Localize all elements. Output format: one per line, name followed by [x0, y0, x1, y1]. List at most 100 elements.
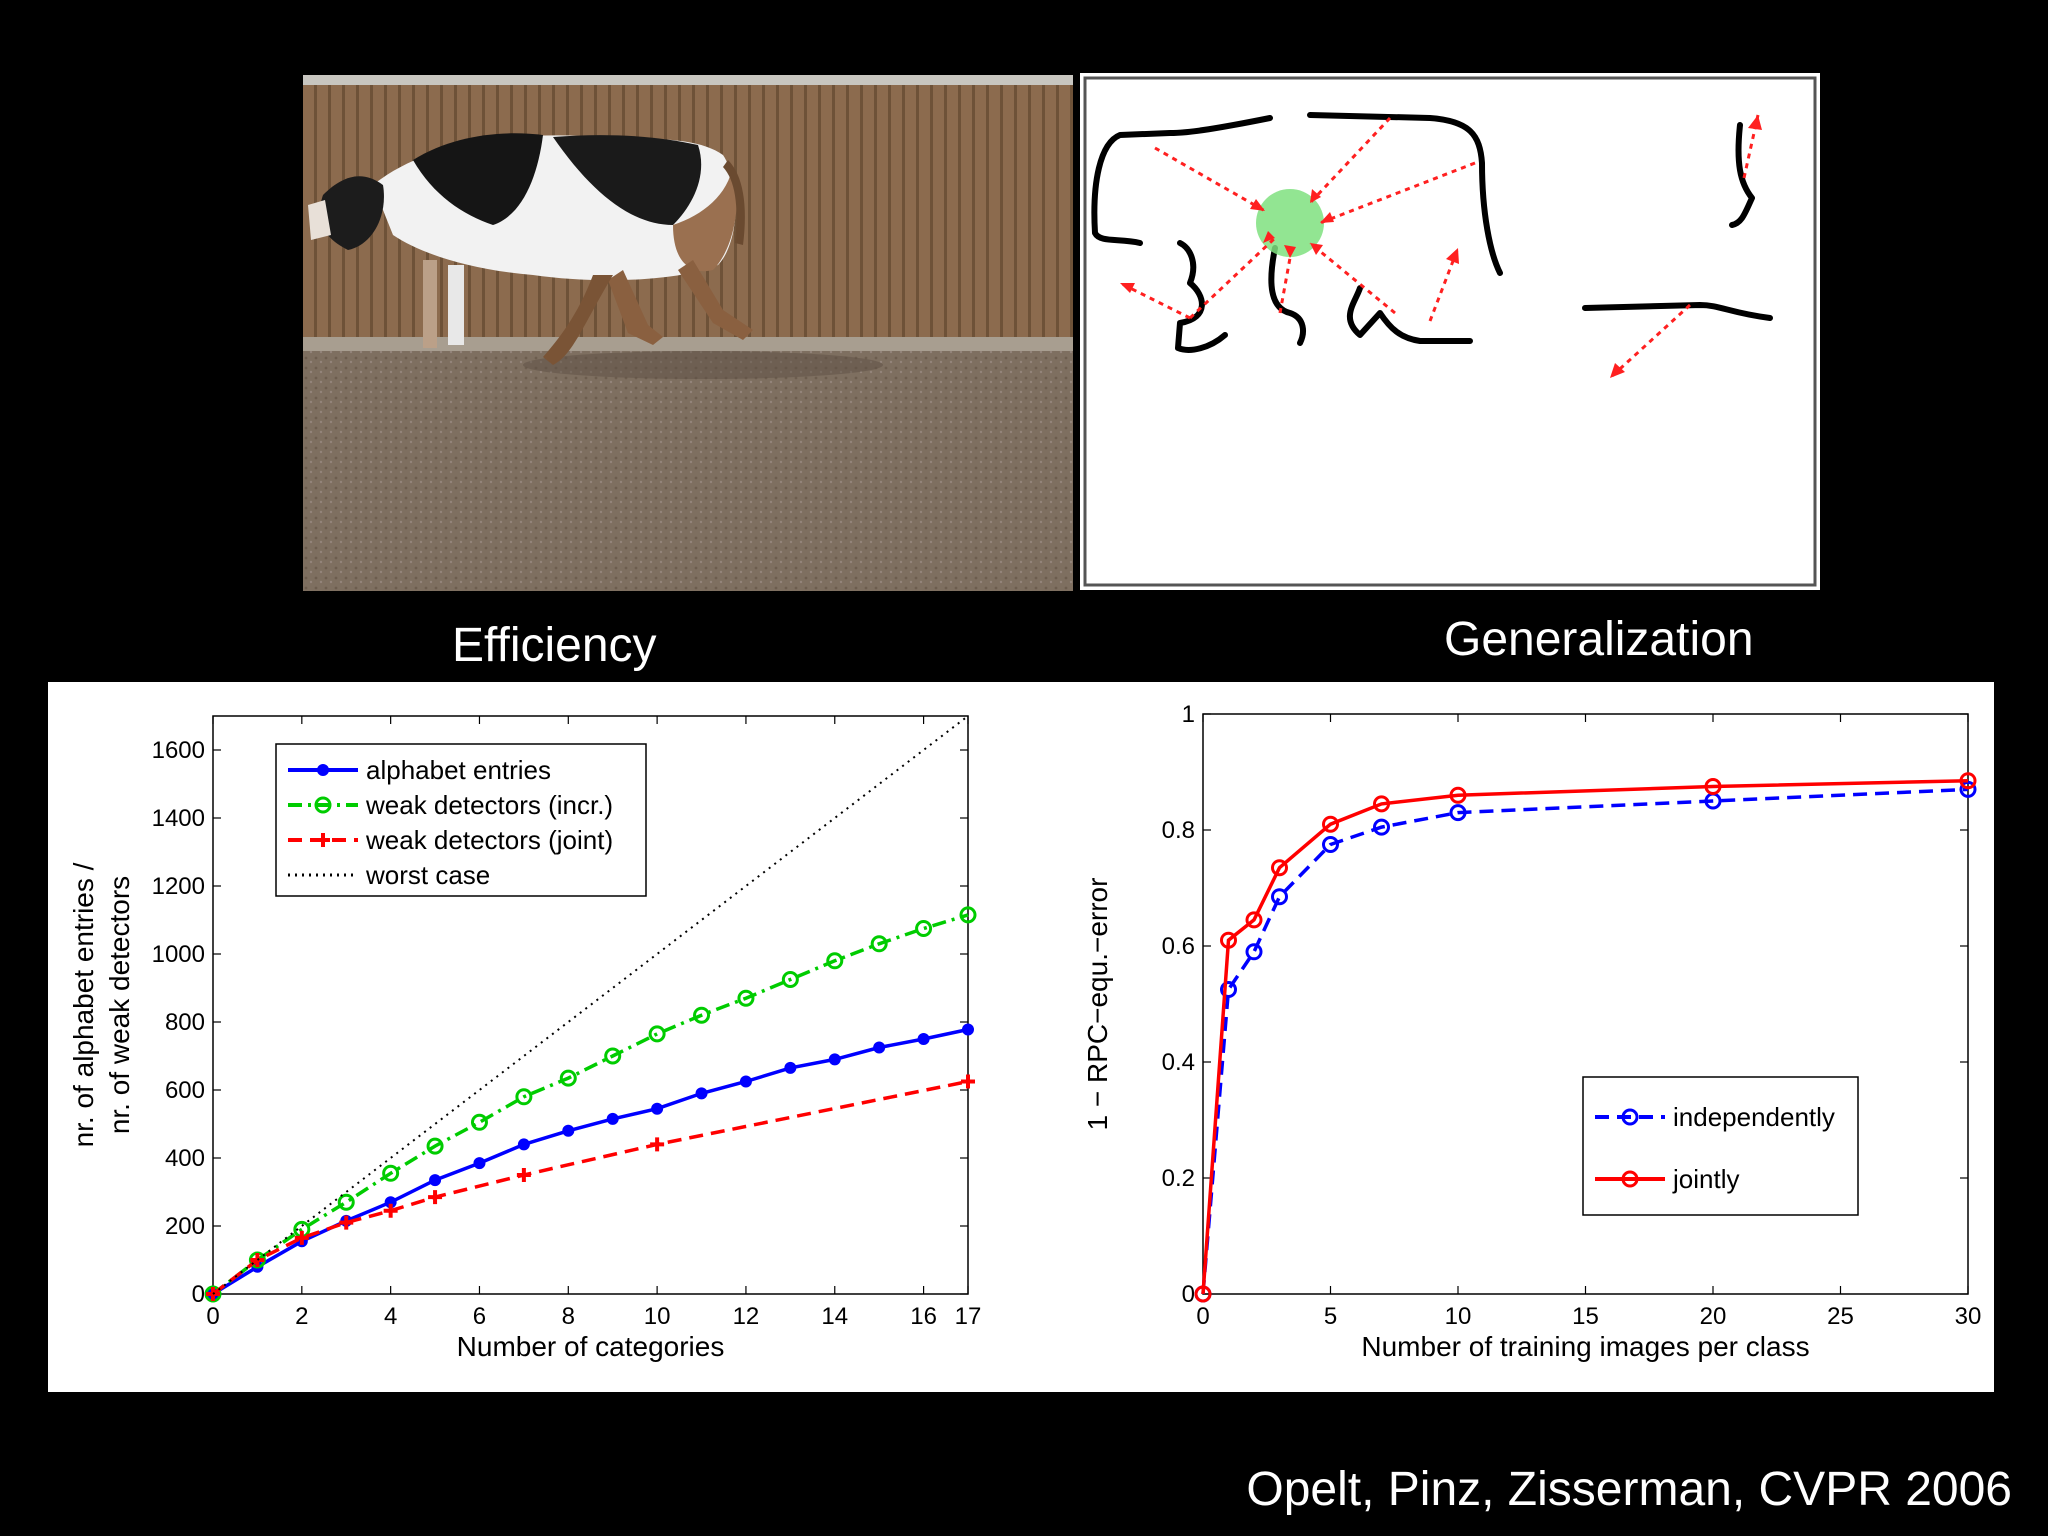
- y-tick-label: 0: [1182, 1281, 1195, 1308]
- y-tick-label: 600: [165, 1077, 205, 1104]
- series-1: [204, 906, 977, 1303]
- data-point: [1373, 818, 1390, 836]
- data-point: [1704, 778, 1722, 795]
- y-axis-label: 1 − RPC−equ.−error: [1082, 878, 1113, 1131]
- data-point: [429, 1174, 442, 1187]
- data-point: [294, 1230, 309, 1245]
- caption-generalization: Generalization: [1444, 613, 1754, 666]
- data-point: [962, 1023, 974, 1036]
- legend-entry: weak detectors (incr.): [365, 790, 613, 820]
- legend-entry: independently: [1673, 1102, 1835, 1132]
- x-tick-label: 5: [1324, 1303, 1337, 1330]
- data-point: [382, 1164, 400, 1182]
- data-point: [250, 1253, 265, 1267]
- legend: alphabet entries weak detectors (incr.) we…: [275, 743, 647, 897]
- data-point: [784, 1061, 797, 1074]
- x-tick-label: 2: [295, 1303, 308, 1330]
- vote-arrowheads: [1120, 115, 1762, 378]
- x-tick-label: 10: [644, 1303, 671, 1330]
- legend-entry: jointly: [1672, 1164, 1739, 1194]
- y-tick-label: 200: [165, 1213, 205, 1240]
- series-2: [206, 1074, 975, 1301]
- y-tick-label: 400: [165, 1145, 205, 1172]
- series-3: [212, 715, 969, 1295]
- y-axis-label: nr. of alphabet entries /: [68, 862, 99, 1147]
- legend-marker: [1621, 1108, 1639, 1126]
- data-point: [1220, 981, 1237, 998]
- gravel-ground: [303, 351, 1073, 591]
- charts-svg: 0 2 4 6 8 10 12 14 16 170200400600800100012001400…: [68, 701, 1981, 1362]
- generalization-chart: 0 5 10 15 20 25 30 0 0.2 0.4 0.6 0.8 1 Number of trai…: [1082, 701, 1981, 1362]
- data-point: [559, 1069, 577, 1087]
- cow-photo-illustration: [303, 75, 1073, 591]
- data-point: [1220, 931, 1237, 949]
- data-point: [1373, 795, 1390, 813]
- data-point: [873, 1041, 886, 1054]
- data-point: [1271, 859, 1288, 877]
- legend-marker: [317, 764, 329, 776]
- y-tick-label: 1000: [152, 941, 205, 968]
- series-line: [212, 715, 969, 1295]
- x-tick-label: 30: [1955, 1303, 1982, 1330]
- x-tick-label: 15: [1572, 1303, 1599, 1330]
- data-point: [562, 1124, 575, 1137]
- x-tick-label: 25: [1827, 1303, 1854, 1330]
- y-tick-label: 0.8: [1162, 817, 1195, 844]
- y-tick-label: 1600: [152, 737, 205, 764]
- series-line: [1201, 787, 1969, 1295]
- data-point: [337, 1193, 355, 1211]
- legend-entry: weak detectors (joint): [365, 825, 613, 855]
- series-line: [1201, 778, 1969, 1295]
- data-point: [648, 1025, 666, 1043]
- data-point: [517, 1138, 530, 1151]
- y-tick-label: 1400: [152, 805, 205, 832]
- data-point: [383, 1203, 398, 1218]
- y-tick-label: 0: [192, 1281, 205, 1308]
- y-axis-label: nr. of weak detectors: [104, 876, 135, 1134]
- legend-box: [1582, 1076, 1859, 1216]
- cow-sketch-voting-diagram: [1080, 73, 1820, 590]
- legend-marker: [316, 833, 330, 847]
- data-point: [959, 906, 977, 924]
- sketch-illustration: [1083, 76, 1817, 587]
- y-tick-label: 800: [165, 1009, 205, 1036]
- data-point: [426, 1137, 444, 1155]
- y-tick-label: 1200: [152, 873, 205, 900]
- data-point: [606, 1112, 619, 1125]
- data-point: [828, 1053, 841, 1066]
- data-point: [1245, 943, 1263, 961]
- data-point: [739, 1075, 752, 1088]
- x-axis-label: Number of training images per class: [1361, 1331, 1809, 1362]
- data-point: [961, 1074, 975, 1089]
- legend-marker: [314, 796, 332, 814]
- legend-entry: alphabet entries: [366, 755, 551, 785]
- x-tick-label: 14: [821, 1303, 848, 1330]
- legend-entry: worst case: [365, 860, 490, 890]
- x-tick-label: 16: [910, 1303, 937, 1330]
- data-point: [1271, 888, 1288, 906]
- data-point: [693, 1006, 711, 1024]
- data-point: [604, 1047, 622, 1065]
- cow-photograph: [303, 75, 1073, 591]
- contour-fragments: [1091, 112, 1773, 353]
- y-tick-label: 0.2: [1162, 1165, 1195, 1192]
- data-point: [1449, 804, 1467, 822]
- y-tick-label: 0.4: [1162, 1049, 1195, 1076]
- x-tick-label: 0: [206, 1303, 219, 1330]
- data-point: [826, 952, 844, 970]
- x-tick-label: 10: [1445, 1303, 1472, 1330]
- x-tick-label: 8: [562, 1303, 575, 1330]
- legend-marker: [1621, 1170, 1639, 1188]
- data-point: [781, 971, 799, 988]
- x-tick-label: 12: [733, 1303, 760, 1330]
- data-point: [473, 1157, 486, 1170]
- x-tick-label: 0: [1196, 1303, 1209, 1330]
- data-point: [915, 920, 933, 937]
- data-point: [516, 1168, 531, 1182]
- data-point: [1449, 786, 1467, 804]
- x-tick-label: 20: [1700, 1303, 1727, 1330]
- data-point: [1959, 772, 1977, 790]
- data-point: [428, 1190, 443, 1205]
- charts-panel: 0 2 4 6 8 10 12 14 16 17 0 200 400 600 800 1000 1200 1400…: [48, 682, 1994, 1392]
- data-point: [1322, 815, 1339, 833]
